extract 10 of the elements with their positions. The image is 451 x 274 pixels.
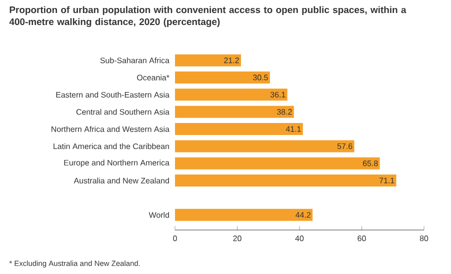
bar [175,208,313,221]
bar [175,54,241,66]
bar [175,88,288,101]
chart-title: Proportion of urban population with convenient access to open public spaces, within a 400-metre walking distance, 2020 (percentage) [9,6,406,28]
bar [175,106,294,118]
bar [175,71,270,84]
bar [175,140,354,152]
bar [175,123,303,136]
bar [175,174,396,187]
bar [175,157,380,170]
